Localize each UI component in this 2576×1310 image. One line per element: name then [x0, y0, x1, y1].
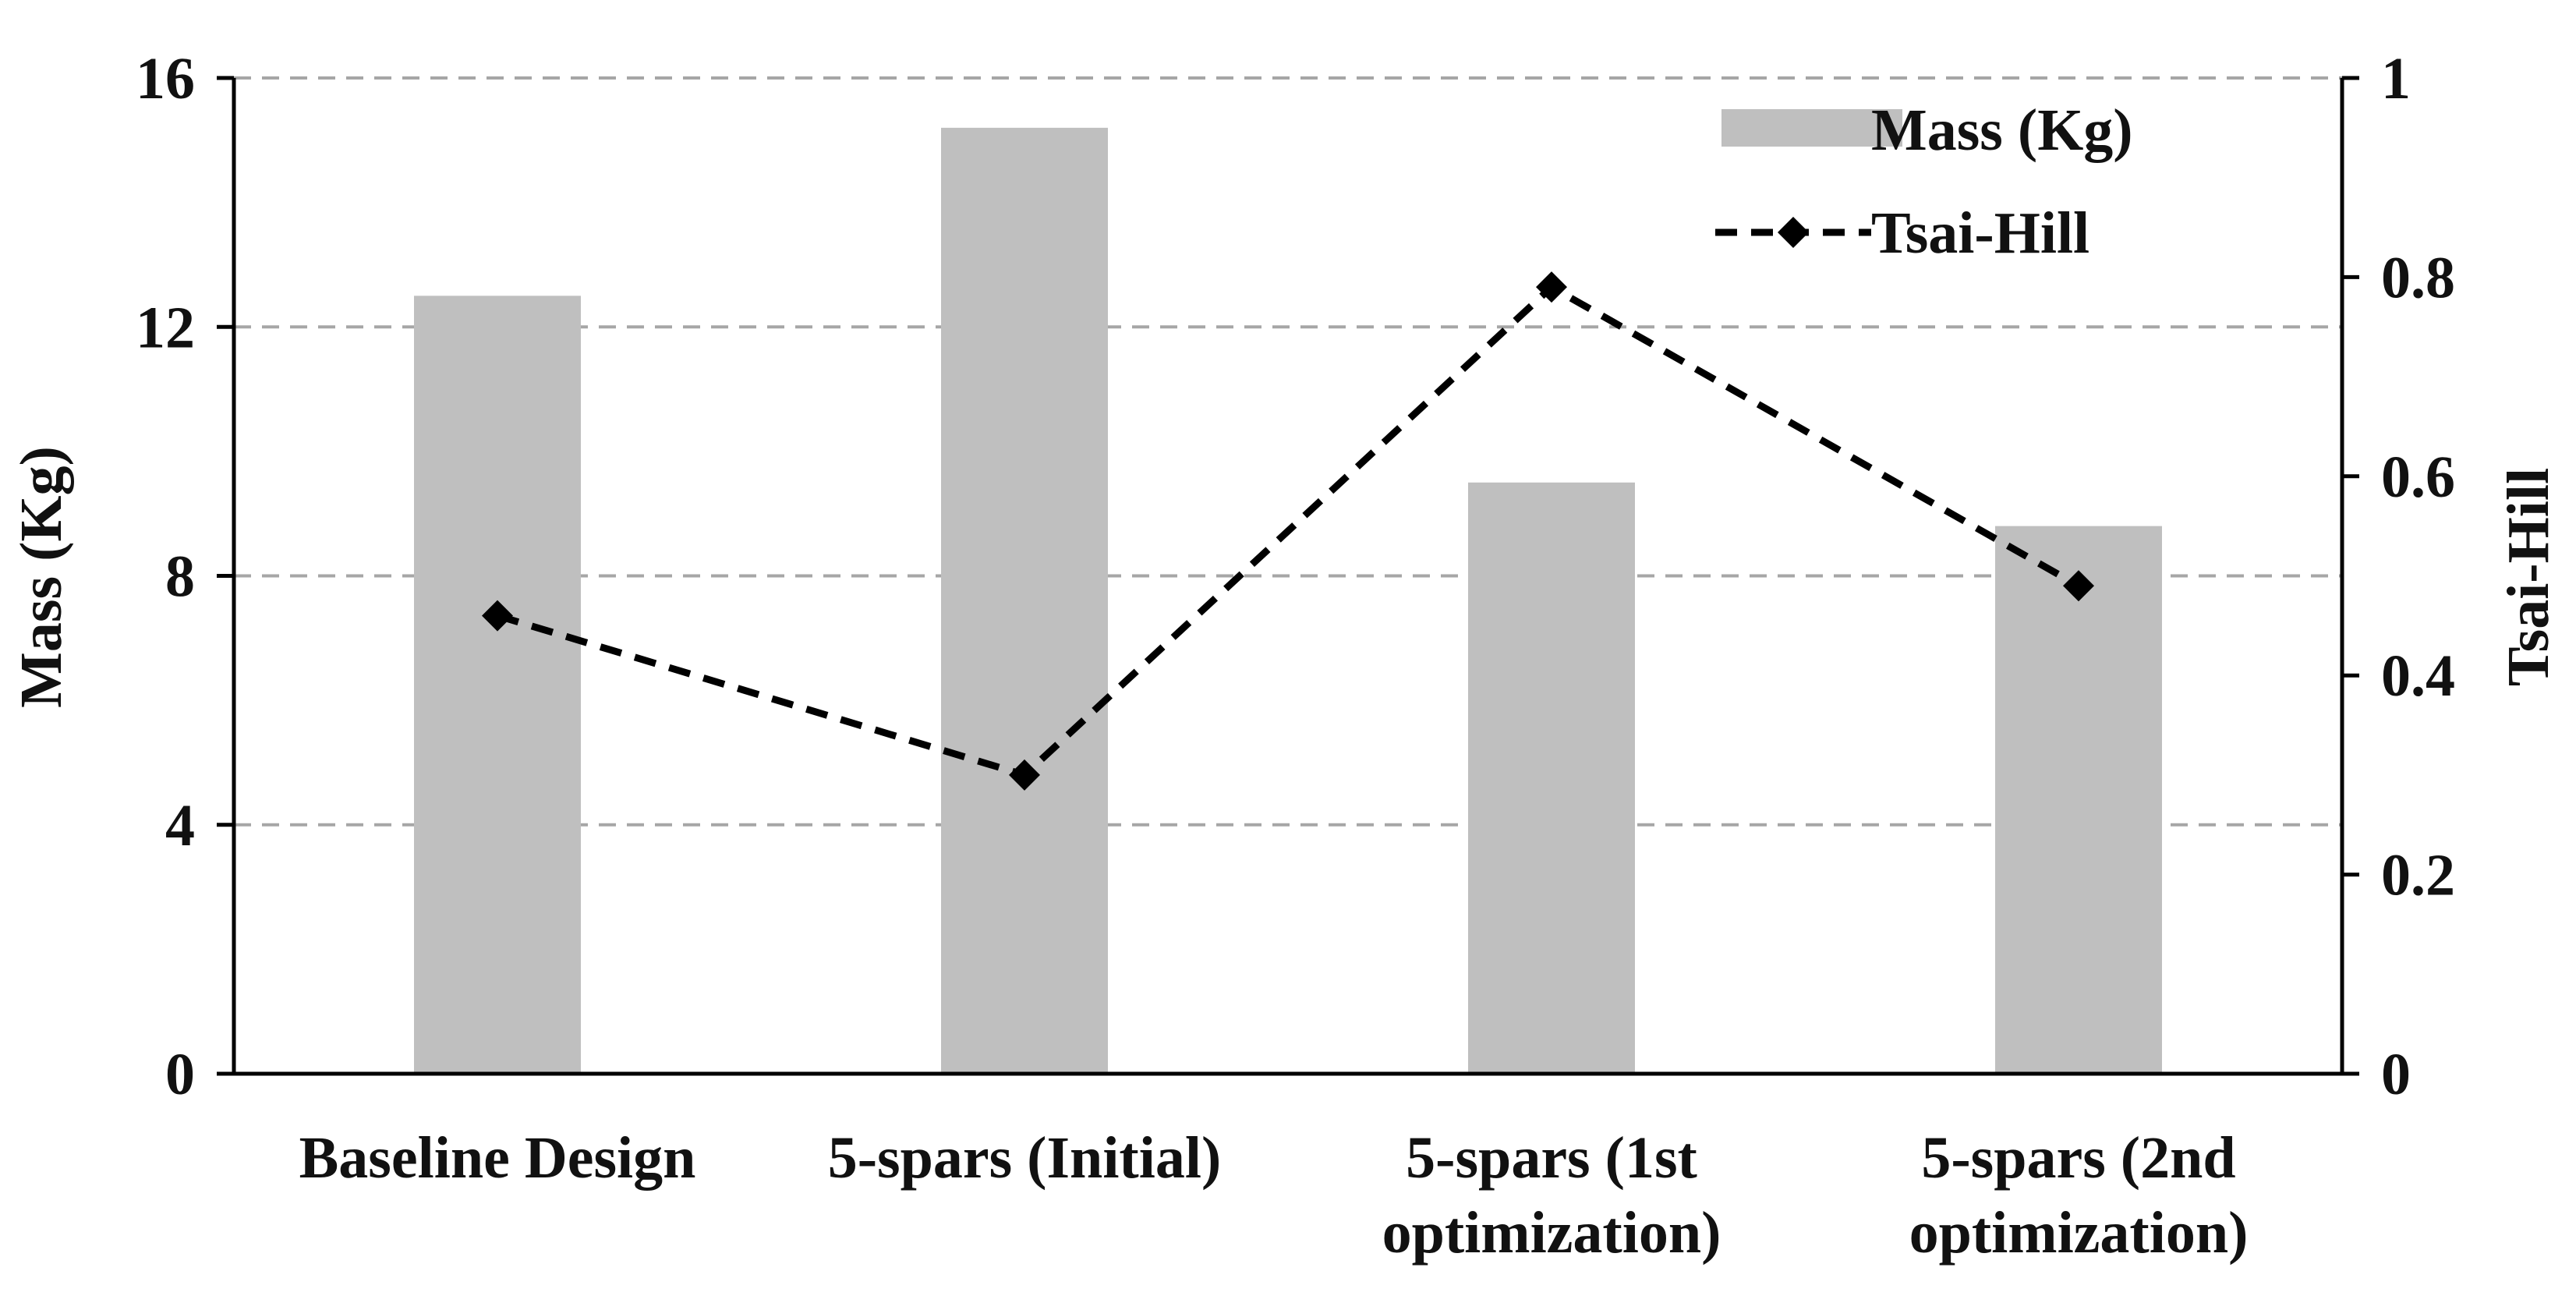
x-category-label-line: 5-spars (Initial): [828, 1125, 1222, 1191]
tsai-hill-series-line: [496, 282, 2081, 779]
y-tick-right-label: 1: [2381, 46, 2411, 112]
legend-tsai-hill-label: Tsai-Hill: [1871, 200, 2089, 266]
y-tick-right-label: 0.6: [2381, 444, 2455, 510]
legend-mass-swatch: [1721, 109, 1902, 147]
y-tick-left-label: 8: [165, 544, 195, 610]
tsai-hill-marker: [1009, 759, 1040, 791]
x-category-label: 5-spars (Initial): [828, 1125, 1222, 1191]
y-tick-left-label: 4: [165, 793, 195, 859]
category-labels: Baseline Design 5-spars (Initial) 5-spars …: [299, 1125, 2249, 1266]
x-category-label-line: optimization): [1382, 1200, 1721, 1266]
x-category-label-line: 5-spars (2nd: [1921, 1125, 2235, 1191]
mass-bar: [1995, 526, 2162, 1074]
y-tick-right-label: 0.8: [2381, 245, 2455, 310]
y-tick-right-label: 0.4: [2381, 643, 2455, 709]
y-tick-left-label: 16: [136, 46, 195, 112]
left-axis-ticks: 0 4 8 12 16: [136, 46, 234, 1107]
mass-bar: [941, 127, 1108, 1075]
y-tick-right-label: 0.2: [2381, 843, 2455, 908]
mass-bar: [414, 296, 581, 1074]
legend: Mass (Kg) Tsai-Hill: [1715, 97, 2133, 266]
y-tick-left-label: 0: [165, 1042, 195, 1107]
tsai-hill-marker: [482, 600, 513, 632]
y-axis-right-title: Tsai-Hill: [2496, 468, 2561, 686]
x-category-label-line: optimization): [1909, 1200, 2249, 1266]
tsai-hill-marker: [2063, 570, 2094, 602]
x-category-label-line: Baseline Design: [299, 1125, 696, 1191]
x-category-label-line: 5-spars (1st: [1406, 1125, 1697, 1191]
mass-bar: [1468, 482, 1635, 1074]
y-tick-left-label: 12: [136, 295, 195, 360]
legend-tsai-hill-marker: [1778, 217, 1809, 248]
y-axis-left-title: Mass (Kg): [9, 446, 74, 708]
right-axis-ticks: 0 0.2 0.4 0.6 0.8 1: [2342, 46, 2455, 1107]
tsai-hill-line: [482, 271, 2094, 791]
tsai-hill-marker: [1536, 271, 1567, 303]
x-category-label: 5-spars (1st optimization): [1382, 1125, 1721, 1266]
y-tick-right-label: 0: [2381, 1042, 2411, 1107]
legend-mass-label: Mass (Kg): [1871, 97, 2133, 163]
mass-bars: [414, 127, 2162, 1075]
gridlines: [234, 76, 2342, 827]
x-category-label: Baseline Design: [299, 1125, 696, 1191]
x-category-label: 5-spars (2nd optimization): [1909, 1125, 2249, 1266]
